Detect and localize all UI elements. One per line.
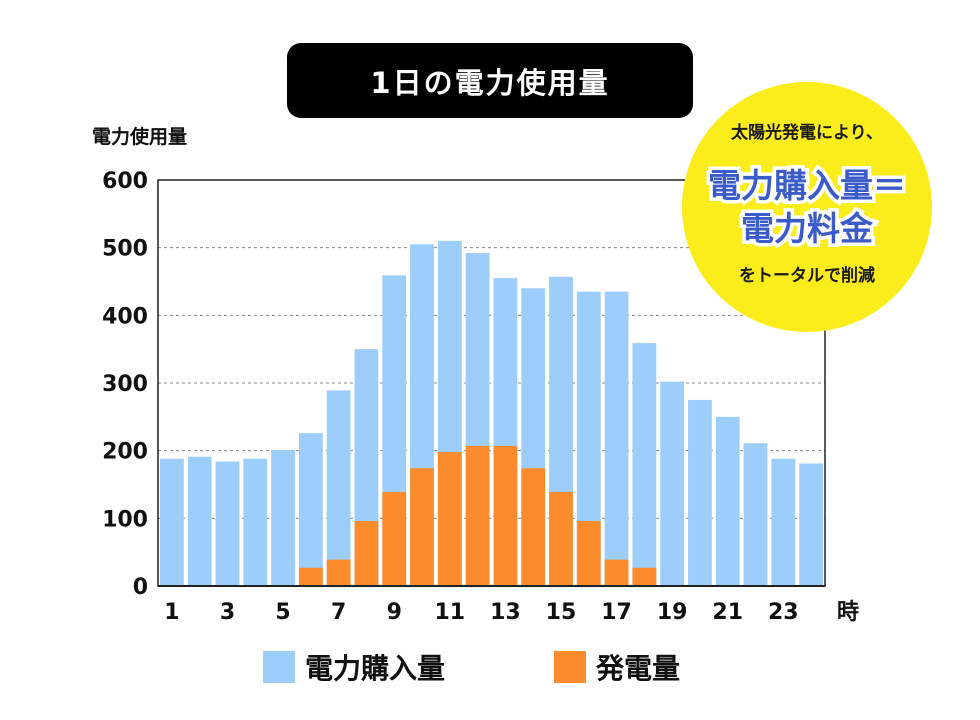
bar-generation-10: [410, 468, 434, 586]
y-axis-title: 電力使用量: [92, 126, 188, 148]
bar-generation-7: [326, 559, 351, 586]
bar-generation-6: [298, 567, 323, 586]
x-tick-label-19: 19: [657, 600, 688, 625]
bar-generation-14: [521, 468, 546, 586]
bar-purchase-5: [271, 449, 295, 586]
bar-generation-9: [382, 491, 407, 586]
legend-label-purchase: 電力購入量: [305, 652, 446, 685]
x-tick-label-3: 3: [220, 600, 235, 625]
legend-swatch-generation: [554, 651, 586, 683]
x-axis-unit: 時: [837, 600, 859, 625]
axes: [157, 179, 826, 587]
x-tick-label-9: 9: [387, 600, 402, 625]
legend-item-purchase: 電力購入量: [263, 648, 445, 686]
bar-purchase-17: [604, 291, 629, 586]
bars: [160, 240, 823, 587]
bar-purchase-23: [771, 458, 796, 586]
y-tick-label-0: 0: [133, 575, 148, 600]
bar-purchase-20: [688, 399, 712, 586]
bar-generation-12: [465, 445, 490, 586]
bar-purchase-7: [326, 390, 351, 586]
y-tick-label-300: 300: [102, 372, 148, 397]
bar-purchase-24: [799, 463, 823, 586]
x-tick-label-7: 7: [331, 600, 346, 625]
callout-headline-2: 電力料金: [738, 206, 877, 252]
bar-purchase-19: [660, 381, 685, 586]
chart-title: 1日の電力使用量: [370, 65, 610, 100]
x-tick-label-17: 17: [601, 600, 632, 625]
bar-purchase-16: [576, 291, 601, 586]
y-tick-label-600: 600: [102, 169, 148, 194]
y-tick-label-400: 400: [102, 304, 148, 329]
bar-purchase-1: [160, 458, 184, 586]
bar-purchase-6: [298, 433, 323, 586]
bar-purchase-18: [632, 343, 657, 586]
y-tick-label-200: 200: [102, 440, 148, 465]
bar-purchase-21: [715, 416, 740, 586]
bar-generation-15: [549, 491, 573, 586]
bar-generation-13: [493, 445, 518, 586]
x-tick-label-23: 23: [768, 600, 799, 625]
x-tick-label-1: 1: [164, 600, 179, 625]
bar-generation-18: [632, 567, 657, 586]
bar-generation-8: [354, 521, 379, 586]
x-tick-label-15: 15: [546, 600, 577, 625]
legend-item-generation: 発電量: [554, 648, 680, 686]
y-tick-label-500: 500: [102, 237, 148, 262]
bar-purchase-2: [187, 456, 212, 586]
x-tick-label-11: 11: [435, 600, 466, 625]
bar-purchase-4: [243, 458, 268, 586]
y-tick-labels: 0 100 200 300 400 500 600: [102, 169, 148, 600]
x-tick-label-21: 21: [712, 600, 743, 625]
legend-swatch-purchase: [263, 651, 295, 683]
chart-title-box: 1日の電力使用量: [287, 43, 693, 118]
callout-circle: 太陽光発電により、 電力購入量＝ 電力料金 をトータルで削減: [682, 82, 932, 332]
bar-purchase-22: [743, 443, 768, 586]
callout-headline-1: 電力購入量＝: [705, 163, 910, 209]
legend-label-generation: 発電量: [596, 652, 681, 685]
callout-line-1: 太陽光発電により、: [731, 123, 883, 143]
bar-generation-17: [604, 559, 629, 586]
x-tick-label-5: 5: [275, 600, 290, 625]
bar-generation-16: [576, 521, 601, 586]
y-tick-label-100: 100: [102, 507, 148, 532]
x-tick-labels: 1 3 5 7 9 11 13 15 17 19 21 23 時: [164, 600, 859, 625]
bar-generation-11: [437, 452, 462, 586]
callout-line-4: をトータルで削減: [739, 266, 875, 286]
bar-purchase-3: [215, 461, 240, 586]
x-tick-label-13: 13: [490, 600, 521, 625]
